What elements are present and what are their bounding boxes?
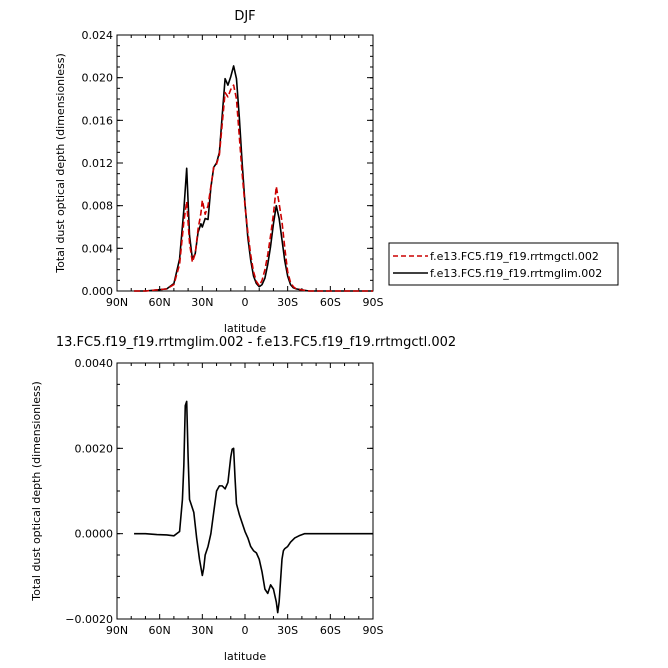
bottom-x-tick-label: 30N [191,624,213,637]
top-series-line-0 [134,84,373,292]
bottom-panel-plot-frame [116,362,374,620]
bottom-x-tick-label: 90S [363,624,384,637]
top-x-tick-label: 30S [277,296,298,309]
top-y-tick-label: 0.016 [82,114,114,127]
top-panel-x-axis-label: latitude [224,322,266,335]
top-panel-plot-frame [116,34,374,292]
legend: f.e13.FC5.f19_f19.rrtmgctl.002 f.e13.FC5… [388,242,619,286]
bottom-panel-x-axis-label: latitude [224,650,266,663]
bottom-series-line-0 [134,400,373,614]
top-panel-y-axis-label: Total dust optical depth (dimensionless) [54,53,67,273]
bottom-x-tick-label: 30S [277,624,298,637]
bottom-x-tick-label: 60N [149,624,171,637]
top-x-tick-label: 0 [242,296,249,309]
top-y-tick-label: 0.000 [82,285,114,298]
bottom-y-tick-label: −0.0020 [65,613,113,626]
top-x-tick-label: 90S [363,296,384,309]
top-x-tick-label: 60N [149,296,171,309]
top-x-tick-label: 30N [191,296,213,309]
top-y-tick-label: 0.008 [82,200,114,213]
bottom-panel: 13.FC5.f19_f19.rrtmglim.002 - f.e13.FC5.… [30,335,456,663]
legend-box [388,242,619,286]
bottom-y-tick-label: 0.0040 [75,357,114,370]
bottom-x-tick-label: 60S [320,624,341,637]
top-x-tick-label: 60S [320,296,341,309]
bottom-y-tick-label: 0.0000 [75,528,114,541]
bottom-x-tick-label: 0 [242,624,249,637]
top-x-tick-label: 90N [106,296,128,309]
bottom-x-tick-label: 90N [106,624,128,637]
legend-label-lim: f.e13.FC5.f19_f19.rrtmglim.002 [430,267,602,280]
top-y-tick-label: 0.020 [82,72,114,85]
top-y-tick-label: 0.024 [82,29,114,42]
bottom-panel-title: 13.FC5.f19_f19.rrtmglim.002 - f.e13.FC5.… [56,335,456,350]
top-panel-title: DJF [234,9,255,24]
top-series-line-1 [134,65,373,292]
bottom-panel-y-axis-label: Total dust optical depth (dimensionless) [30,381,43,601]
legend-label-ctl: f.e13.FC5.f19_f19.rrtmgctl.002 [430,250,599,263]
top-y-tick-label: 0.012 [82,157,114,170]
top-panel: DJF 90N 60N 30N 0 30S 60S 90S 0.000 0.004 0.008 0.… [54,9,384,335]
bottom-y-tick-label: 0.0020 [75,442,114,455]
top-y-tick-label: 0.004 [82,242,114,255]
